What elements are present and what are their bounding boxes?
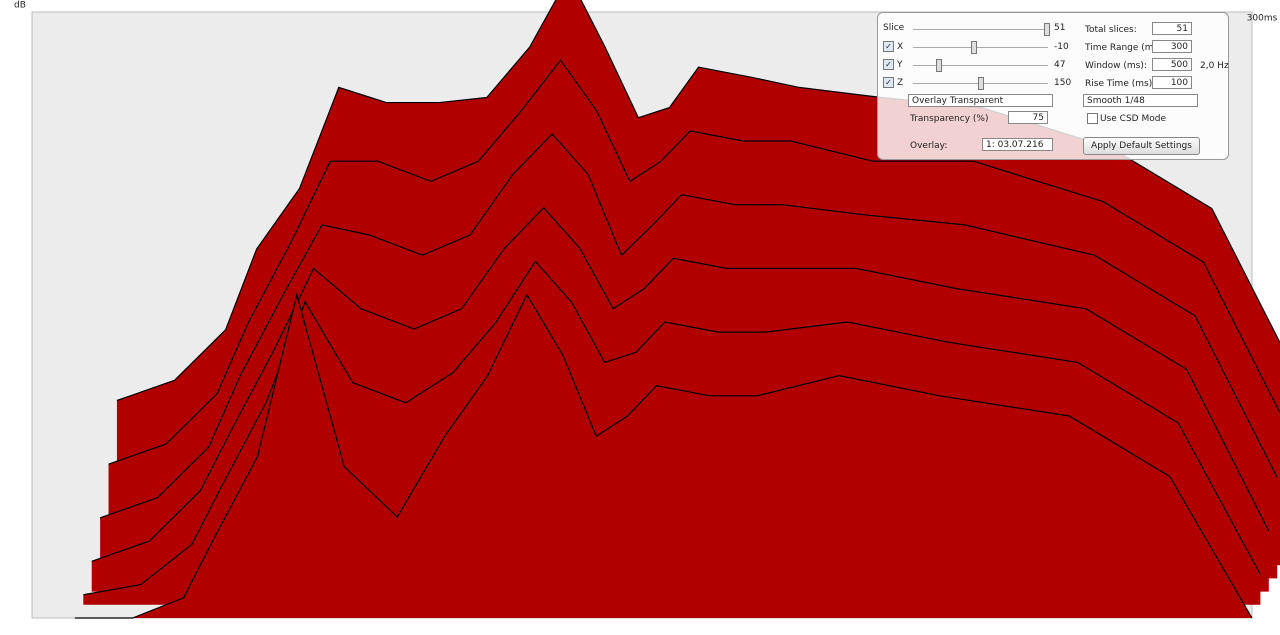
slice-fill: [74, 294, 1252, 618]
apply-default-button[interactable]: Apply Default Settings: [1083, 137, 1200, 155]
x-checkbox[interactable]: ✓: [883, 41, 894, 52]
rise-time-input[interactable]: 100: [1152, 76, 1192, 89]
x-track: [913, 47, 1048, 48]
csd-checkbox[interactable]: [1087, 113, 1098, 124]
z-axis-label: 300ms: [1247, 14, 1278, 24]
y-checkbox[interactable]: ✓: [883, 59, 894, 70]
slice-line: [74, 292, 1253, 619]
window-label: Window (ms):: [1085, 61, 1147, 71]
y-value: 47: [1054, 60, 1066, 70]
total-slices-label: Total slices:: [1085, 25, 1137, 35]
y-axis-label: dB: [14, 1, 26, 11]
slice-label: Slice: [883, 23, 905, 33]
slice-slider[interactable]: [1044, 23, 1050, 36]
total-slices-input[interactable]: 51: [1152, 22, 1192, 35]
slice-value: 51: [1054, 23, 1066, 33]
slice-line: [99, 133, 1278, 519]
x-value: -10: [1054, 42, 1069, 52]
time-range-label: Time Range (ms):: [1085, 43, 1165, 53]
z-label: Z: [897, 78, 904, 88]
overlay-mode-select[interactable]: Overlay Transparent: [908, 94, 1053, 107]
overlay-label: Overlay:: [910, 141, 948, 151]
transparency-label: Transparency (%): [910, 114, 989, 124]
x-slider[interactable]: [971, 41, 977, 54]
slice-track: [913, 29, 1048, 30]
z-slider[interactable]: [978, 77, 984, 90]
rise-time-label: Rise Time (ms):: [1085, 79, 1156, 89]
x-label: X: [897, 42, 904, 52]
window-note: 2,0 Hz: [1200, 61, 1229, 71]
window-input[interactable]: 500: [1152, 58, 1192, 71]
time-range-input[interactable]: 300: [1152, 40, 1192, 53]
slice-line: [83, 260, 1261, 596]
csd-label: Use CSD Mode: [1100, 114, 1166, 124]
slice-line: [108, 59, 1280, 465]
smoothing-select[interactable]: Smooth 1/48: [1083, 94, 1198, 107]
control-panel: Slice 51 ✓ X -10 ✓ Y 47 ✓ Z 150 Overlay …: [877, 12, 1229, 160]
y-slider[interactable]: [936, 59, 942, 72]
z-checkbox[interactable]: ✓: [883, 77, 894, 88]
y-label: Y: [897, 60, 903, 70]
z-value: 150: [1054, 78, 1072, 88]
y-track: [913, 65, 1048, 66]
overlay-select[interactable]: 1: 03.07.216: [982, 138, 1053, 151]
slice-line: [91, 206, 1270, 562]
transparency-input[interactable]: 75: [1008, 111, 1048, 124]
